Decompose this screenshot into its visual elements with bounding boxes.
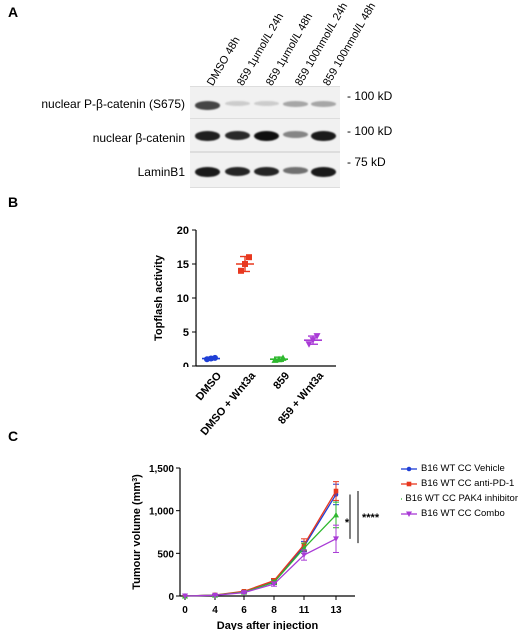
y-tick-label: 10: [177, 293, 189, 305]
blot-laminb1: [190, 152, 340, 188]
y-tick-label: 5: [183, 327, 189, 339]
x-tick-label: DMSO: [193, 370, 225, 403]
legend-label: B16 WT CC Vehicle: [421, 463, 505, 474]
panel-c-letter: C: [8, 428, 19, 444]
legend-label: B16 WT CC Combo: [421, 508, 505, 519]
x-tick-label: 6: [241, 605, 247, 616]
x-axis-label: Days after injection: [217, 620, 319, 630]
data-point: [241, 590, 247, 596]
blot-band: [283, 131, 308, 138]
data-point: [238, 267, 244, 274]
blot-beta-catenin: [190, 118, 340, 152]
significance-label: *: [345, 517, 350, 529]
x-tick-label: 0: [182, 605, 188, 616]
blot-band: [195, 167, 220, 177]
y-tick-label: 1,000: [149, 507, 174, 518]
y-axis-label: Topflash activity: [153, 254, 165, 341]
blot-label-p-beta-catenin: nuclear P-β-catenin (S675): [41, 97, 185, 111]
series-line: [184, 538, 337, 597]
blot-band: [283, 167, 308, 175]
data-point: [271, 581, 277, 588]
y-tick-label: 1,500: [149, 464, 174, 475]
y-axis-label: Tumour volume (mm3): [131, 474, 143, 590]
blot-band: [195, 101, 220, 110]
blot-band: [225, 131, 250, 141]
blot-label-beta-catenin: nuclear β-catenin: [92, 131, 185, 145]
blot-band: [311, 101, 336, 107]
y-tick-label: 500: [157, 549, 174, 560]
significance-label: ****: [362, 512, 380, 524]
x-tick-label: 11: [299, 605, 310, 616]
legend-label: B16 WT CC PAK4 inhibitor: [405, 493, 518, 504]
y-tick-label: 15: [177, 259, 189, 271]
x-tick-label: 8: [271, 605, 277, 616]
blot-band: [225, 101, 250, 106]
blot-band: [254, 131, 279, 141]
blot-band: [254, 101, 279, 106]
marker-100kd: - 100 kD: [347, 89, 393, 103]
x-tick-label: 13: [330, 605, 342, 616]
legend-label: B16 WT CC anti-PD-1: [421, 478, 515, 489]
marker-75kd: - 75 kD: [347, 155, 386, 169]
blot-band: [311, 167, 336, 177]
marker-100kd: - 100 kD: [347, 124, 393, 138]
legend: B16 WT CC Vehicle B16 WT CC anti-PD-1 B16 …: [400, 461, 518, 521]
x-tick-label: 859: [271, 370, 293, 392]
data-point: [301, 545, 307, 551]
lane-label: 859 100nmol/L 48h: [321, 0, 379, 88]
legend-item: B16 WT CC Vehicle: [400, 461, 518, 476]
blot-p-beta-catenin: [190, 86, 340, 120]
legend-swatch: [401, 466, 417, 471]
series-line: [184, 494, 337, 597]
legend-item: B16 WT CC anti-PD-1: [400, 476, 518, 491]
blot-band: [225, 167, 250, 177]
data-point: [182, 593, 188, 599]
data-point: [313, 333, 321, 340]
panel-a-letter: A: [8, 4, 19, 20]
series-line: [184, 514, 337, 597]
data-point: [242, 261, 248, 267]
legend-swatch: [401, 511, 417, 517]
series-line: [184, 490, 337, 597]
y-tick-label: 0: [183, 361, 189, 367]
data-point: [333, 536, 339, 542]
legend-swatch: [401, 481, 417, 486]
blot-label-laminb1: LaminB1: [137, 165, 185, 179]
tumour-volume-chart: 0 500 1,000 1,500 0 4 6 8 11 13 Days after injecti…: [131, 464, 380, 630]
x-tick-label: 4: [212, 605, 218, 616]
y-tick-label: 0: [168, 592, 174, 603]
data-point: [301, 552, 307, 559]
topflash-chart: 0 5 10 15 20 Topflash activity: [153, 225, 336, 367]
data-point: [333, 511, 339, 518]
legend-swatch: [401, 497, 403, 500]
data-point: [309, 337, 317, 344]
data-point: [212, 592, 218, 599]
blot-band: [195, 131, 220, 141]
data-point: [305, 341, 313, 348]
data-point: [212, 354, 218, 361]
y-tick-label: 20: [177, 225, 189, 237]
data-point: [333, 488, 339, 494]
blot-band: [254, 167, 279, 177]
legend-item: B16 WT CC PAK4 inhibitor: [400, 491, 518, 506]
data-point: [246, 254, 252, 261]
data-point: [279, 354, 287, 361]
blot-band: [283, 101, 308, 107]
blot-band: [311, 131, 336, 141]
panel-b-letter: B: [8, 194, 19, 210]
legend-item: B16 WT CC Combo: [400, 506, 518, 521]
